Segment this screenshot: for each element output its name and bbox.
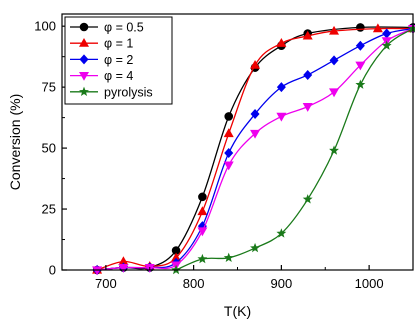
data-point [302,194,313,204]
data-point [197,253,208,264]
data-point [223,128,234,138]
legend-item: φ = 2 [70,53,133,67]
data-point [250,60,261,69]
data-point [329,55,339,66]
data-point [171,252,182,262]
legend: φ = 0.5 φ = 1 φ = 2 φ = 4 pyrolysis [64,16,173,105]
data-point [355,40,365,51]
data-point [356,23,365,32]
data-point [276,112,287,122]
data-point [171,246,181,255]
data-point [302,103,313,112]
legend-marker [79,72,89,81]
y-axis-title: Conversion (%) [7,94,23,190]
data-point [118,256,129,266]
legend-marker [79,38,89,47]
y-tick-label: 25 [42,202,56,217]
data-point [381,40,392,50]
data-point [224,112,234,121]
legend-label: φ = 1 [104,37,133,51]
y-tick-label: 75 [42,80,56,95]
legend-item: φ = 4 [70,69,133,83]
data-point [382,28,392,39]
legend-label: pyrolysis [104,85,153,99]
data-point [276,38,287,47]
series-layer [92,23,415,276]
x-tick-label: 900 [271,276,293,291]
legend-label: φ = 0.5 [104,21,144,35]
data-point [198,192,207,202]
data-point [92,266,103,276]
legend-label: φ = 4 [104,69,133,83]
data-point [224,147,234,158]
data-point [118,263,129,273]
y-tick-label: 0 [49,263,56,278]
legend-item: pyrolysis [70,85,153,99]
data-point [329,25,340,35]
x-tick-label: 800 [183,276,205,291]
axes: 700 800 900 1000 0 25 50 75 100 [34,13,414,291]
data-point [303,69,313,80]
data-point [355,79,366,89]
data-point [372,23,383,33]
data-point [250,108,260,119]
data-point [250,129,261,139]
data-point [355,61,366,71]
legend-marker [79,54,89,65]
series-line [175,28,414,271]
data-point [197,206,208,216]
x-axis-title: T(K) [224,303,251,319]
data-point [302,30,313,40]
data-point [329,88,340,98]
data-point [276,82,286,93]
legend-marker [79,22,89,32]
legend-marker [79,86,89,97]
data-point [223,252,234,263]
data-point [250,242,260,253]
y-tick-label: 50 [42,141,56,156]
data-point [329,145,339,155]
data-point [276,228,287,238]
data-point [197,227,208,237]
legend-item: φ = 0.5 [70,21,144,35]
legend-item: φ = 1 [70,37,133,51]
y-tick-label: 100 [34,19,56,34]
legend-label: φ = 2 [104,53,133,67]
x-tick-label: 700 [95,276,117,291]
data-point [223,161,234,171]
series-4 [171,23,415,275]
x-tick-label: 1000 [355,276,384,291]
